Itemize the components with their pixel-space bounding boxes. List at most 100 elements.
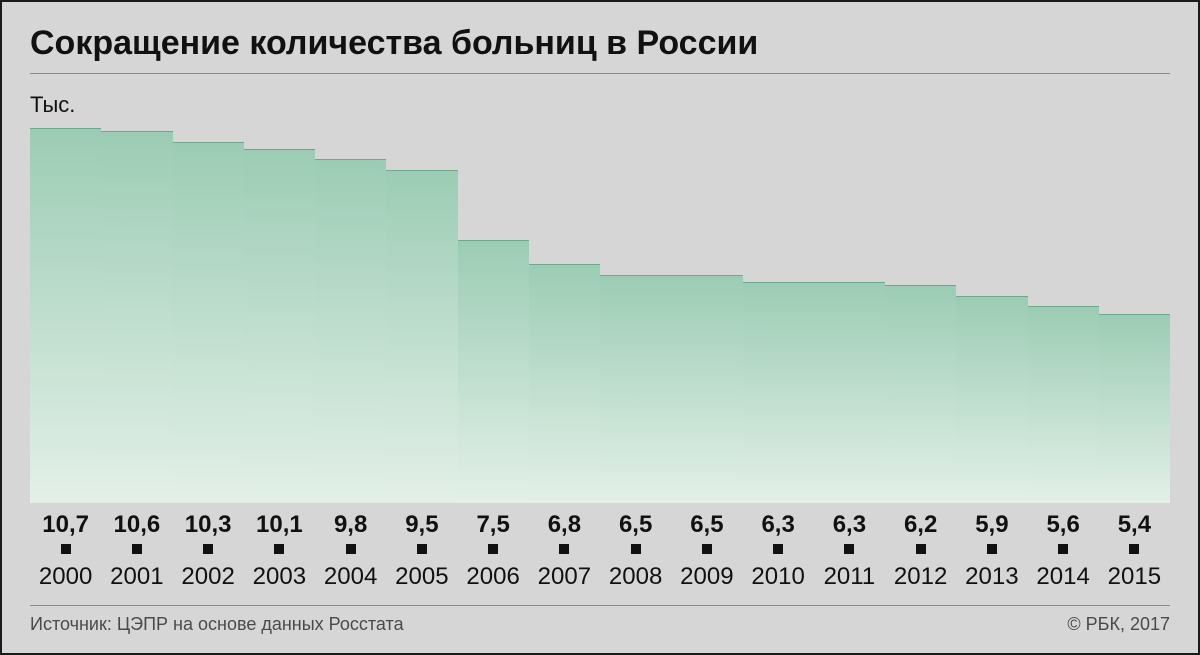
value-label: 5,9 — [956, 511, 1027, 539]
value-label: 10,6 — [101, 511, 172, 539]
tick-mark — [671, 541, 742, 559]
bar — [529, 124, 600, 503]
value-label: 10,1 — [244, 511, 315, 539]
value-label: 7,5 — [458, 511, 529, 539]
tick-mark — [386, 541, 457, 559]
bar-fill — [244, 149, 315, 503]
category-label: 2009 — [671, 563, 742, 591]
tick-square-icon — [844, 544, 854, 554]
bar — [956, 124, 1027, 503]
bar — [814, 124, 885, 503]
category-label: 2010 — [743, 563, 814, 591]
bars-container — [30, 124, 1170, 503]
bar — [101, 124, 172, 503]
value-label: 9,8 — [315, 511, 386, 539]
bar — [173, 124, 244, 503]
category-label: 2011 — [814, 563, 885, 591]
tick-mark — [600, 541, 671, 559]
category-label: 2004 — [315, 563, 386, 591]
bar — [244, 124, 315, 503]
category-label: 2013 — [956, 563, 1027, 591]
tick-mark — [1099, 541, 1170, 559]
tick-square-icon — [346, 544, 356, 554]
bar-fill — [529, 264, 600, 503]
tick-square-icon — [1058, 544, 1068, 554]
category-label: 2008 — [600, 563, 671, 591]
value-label: 9,5 — [386, 511, 457, 539]
chart-frame: Сокращение количества больниц в России Т… — [0, 0, 1200, 655]
value-labels-row: 10,710,610,310,19,89,57,56,86,56,56,36,3… — [30, 511, 1170, 539]
tick-square-icon — [274, 544, 284, 554]
value-label: 6,3 — [743, 511, 814, 539]
bar-fill — [885, 285, 956, 503]
category-label: 2000 — [30, 563, 101, 591]
category-label: 2005 — [386, 563, 457, 591]
tick-mark — [956, 541, 1027, 559]
bar — [458, 124, 529, 503]
category-label: 2006 — [458, 563, 529, 591]
tick-square-icon — [61, 544, 71, 554]
tick-mark — [458, 541, 529, 559]
bar-fill — [1028, 306, 1099, 503]
chart-footer: Источник: ЦЭПР на основе данных Росстата… — [30, 605, 1170, 635]
bar — [386, 124, 457, 503]
bar — [1099, 124, 1170, 503]
bar-fill — [1099, 314, 1170, 504]
y-axis-label: Тыс. — [30, 92, 1170, 118]
tick-marks-row — [30, 541, 1170, 559]
tick-square-icon — [417, 544, 427, 554]
bar — [743, 124, 814, 503]
tick-square-icon — [203, 544, 213, 554]
value-label: 10,3 — [173, 511, 244, 539]
bar-fill — [743, 282, 814, 503]
tick-mark — [814, 541, 885, 559]
tick-square-icon — [132, 544, 142, 554]
title-divider — [30, 73, 1170, 74]
value-label: 5,6 — [1028, 511, 1099, 539]
tick-square-icon — [488, 544, 498, 554]
bar-fill — [458, 240, 529, 503]
value-label: 5,4 — [1099, 511, 1170, 539]
tick-square-icon — [773, 544, 783, 554]
tick-mark — [101, 541, 172, 559]
bar-fill — [814, 282, 885, 503]
bar — [315, 124, 386, 503]
category-label: 2002 — [173, 563, 244, 591]
copyright-text: © РБК, 2017 — [1067, 614, 1170, 635]
bar — [1028, 124, 1099, 503]
tick-mark — [1028, 541, 1099, 559]
category-label: 2001 — [101, 563, 172, 591]
tick-mark — [743, 541, 814, 559]
tick-mark — [885, 541, 956, 559]
bar-fill — [101, 131, 172, 503]
tick-square-icon — [987, 544, 997, 554]
category-label: 2003 — [244, 563, 315, 591]
bar-fill — [600, 275, 671, 503]
chart-title: Сокращение количества больниц в России — [30, 24, 1170, 63]
bar — [30, 124, 101, 503]
value-label: 6,5 — [600, 511, 671, 539]
bar-fill — [956, 296, 1027, 503]
tick-mark — [30, 541, 101, 559]
source-text: Источник: ЦЭПР на основе данных Росстата — [30, 614, 404, 635]
bar — [885, 124, 956, 503]
bar — [600, 124, 671, 503]
value-label: 10,7 — [30, 511, 101, 539]
tick-mark — [529, 541, 600, 559]
value-label: 6,5 — [671, 511, 742, 539]
bar-fill — [315, 159, 386, 503]
category-labels-row: 2000200120022003200420052006200720082009… — [30, 563, 1170, 591]
category-label: 2007 — [529, 563, 600, 591]
tick-mark — [173, 541, 244, 559]
category-label: 2015 — [1099, 563, 1170, 591]
bar-fill — [671, 275, 742, 503]
category-label: 2012 — [885, 563, 956, 591]
tick-mark — [315, 541, 386, 559]
category-label: 2014 — [1028, 563, 1099, 591]
bar-fill — [386, 170, 457, 503]
tick-square-icon — [1129, 544, 1139, 554]
tick-square-icon — [916, 544, 926, 554]
tick-square-icon — [702, 544, 712, 554]
tick-mark — [244, 541, 315, 559]
value-label: 6,2 — [885, 511, 956, 539]
